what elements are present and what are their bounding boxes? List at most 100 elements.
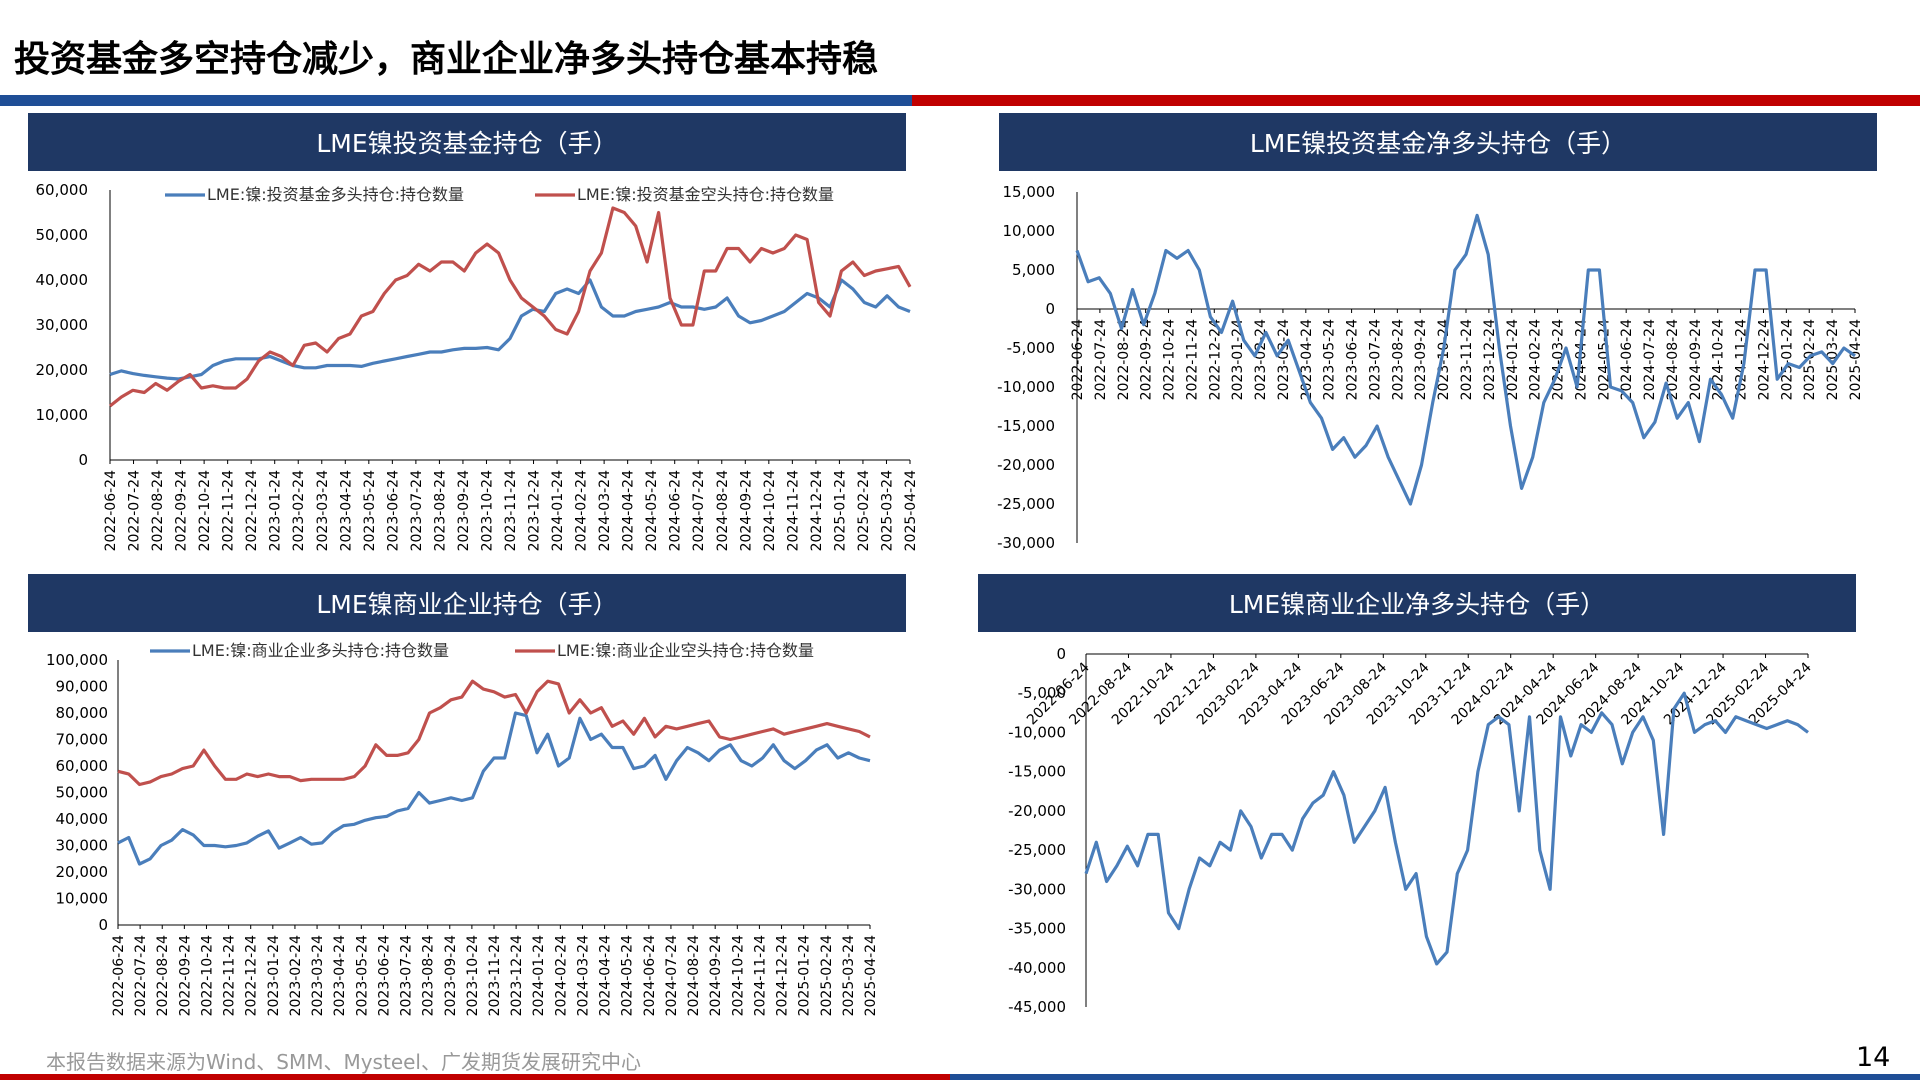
- x-tick-label-fund_net: 2023-08-24: [1390, 319, 1406, 400]
- y-tick-label-comm_net: -15,000: [1008, 763, 1066, 781]
- legend-label-fund-0: LME:镍:投资基金多头持仓:持仓数量: [207, 185, 464, 204]
- series-line-fund_net-0: [1075, 213, 1856, 506]
- y-tick-label-fund: 0: [78, 451, 88, 469]
- x-tick-label-fund_net: 2022-06-24: [1070, 319, 1086, 400]
- series-line-fund-0: [109, 278, 911, 381]
- chart-header-fund: LME镍投资基金持仓（手）: [28, 113, 906, 171]
- x-tick-label-comm: 2024-10-24: [730, 935, 746, 1016]
- chart-title-comm: LME镍商业企业持仓（手）: [316, 590, 618, 619]
- x-tick-label-fund_net: 2023-06-24: [1345, 319, 1361, 400]
- y-tick-label-fund: 50,000: [36, 226, 89, 244]
- y-tick-label-fund_net: 5,000: [1012, 261, 1055, 279]
- x-tick-label-comm: 2024-03-24: [575, 935, 591, 1016]
- x-tick-label-fund: 2023-10-24: [479, 470, 495, 551]
- chart-header-comm-net: LME镍商业企业净多头持仓（手）: [978, 574, 1856, 632]
- x-tick-label-fund: 2023-05-24: [362, 470, 378, 551]
- x-tick-label-fund: 2023-01-24: [268, 470, 284, 551]
- x-tick-label-fund_net: 2024-09-24: [1688, 319, 1704, 400]
- top-band: [0, 95, 1920, 106]
- x-tick-label-fund_net: 2022-09-24: [1139, 319, 1155, 400]
- x-tick-label-fund: 2023-08-24: [432, 470, 448, 551]
- y-tick-label-fund_net: -10,000: [997, 378, 1055, 396]
- y-tick-label-fund_net: -5,000: [1007, 339, 1055, 357]
- x-tick-label-comm: 2024-07-24: [664, 935, 680, 1016]
- x-tick-label-comm: 2022-07-24: [133, 935, 149, 1016]
- x-tick-label-comm: 2024-04-24: [598, 935, 614, 1016]
- x-tick-label-comm: 2024-06-24: [642, 935, 658, 1016]
- y-tick-label-comm_net: -5,000: [1018, 684, 1066, 702]
- x-tick-label-fund: 2022-10-24: [197, 470, 213, 551]
- x-tick-label-fund: 2024-03-24: [597, 470, 613, 551]
- page-title: 投资基金多空持仓减少，商业企业净多头持仓基本持稳: [14, 39, 879, 80]
- y-tick-label-fund_net: 15,000: [1003, 183, 1056, 201]
- chart-title-comm-net: LME镍商业企业净多头持仓（手）: [1228, 590, 1606, 619]
- x-tick-label-comm: 2023-03-24: [310, 935, 326, 1016]
- x-tick-label-fund_net: 2022-08-24: [1116, 319, 1132, 400]
- chart-header-comm: LME镍商业企业持仓（手）: [28, 574, 906, 632]
- y-tick-label-comm_net: -30,000: [1008, 880, 1066, 898]
- legend-label-comm-0: LME:镍:商业企业多头持仓:持仓数量: [192, 641, 449, 660]
- source-footer: 本报告数据来源为Wind、SMM、Mysteel、广发期货发展研究中心: [46, 1050, 641, 1074]
- y-tick-label-comm_net: -40,000: [1008, 959, 1066, 977]
- y-tick-label-comm: 0: [98, 916, 108, 934]
- y-tick-label-comm: 30,000: [56, 837, 109, 855]
- x-tick-label-fund_net: 2023-03-24: [1276, 319, 1292, 400]
- x-tick-label-comm: 2023-01-24: [266, 935, 282, 1016]
- x-tick-label-fund_net: 2023-10-24: [1436, 319, 1452, 400]
- x-tick-label-fund: 2025-02-24: [856, 470, 872, 551]
- x-tick-label-comm: 2022-09-24: [177, 935, 193, 1016]
- x-tick-label-fund: 2024-02-24: [574, 470, 590, 551]
- y-tick-label-comm_net: -10,000: [1008, 723, 1066, 741]
- x-tick-label-fund: 2023-09-24: [456, 470, 472, 551]
- x-tick-label-fund_net: 2024-07-24: [1642, 319, 1658, 400]
- x-tick-label-comm: 2025-04-24: [863, 935, 879, 1016]
- chart-title-fund-net: LME镍投资基金净多头持仓（手）: [1249, 129, 1627, 158]
- y-tick-label-fund: 60,000: [36, 181, 89, 199]
- x-tick-label-fund: 2023-12-24: [527, 470, 543, 551]
- x-tick-label-comm: 2023-05-24: [354, 935, 370, 1016]
- x-tick-label-fund_net: 2025-03-24: [1825, 319, 1841, 400]
- x-tick-label-fund: 2024-04-24: [621, 470, 637, 551]
- x-tick-label-comm: 2025-03-24: [841, 935, 857, 1016]
- x-tick-label-fund: 2025-04-24: [903, 470, 919, 551]
- y-tick-label-comm_net: 0: [1056, 645, 1066, 663]
- x-tick-label-fund: 2024-11-24: [785, 470, 801, 551]
- series-line-comm-1: [117, 679, 871, 787]
- x-tick-label-fund: 2022-09-24: [174, 470, 190, 551]
- x-tick-label-comm: 2022-08-24: [155, 935, 171, 1016]
- x-tick-label-fund_net: 2023-07-24: [1367, 319, 1383, 400]
- series-line-comm-0: [117, 711, 871, 866]
- x-tick-label-fund: 2023-02-24: [291, 470, 307, 551]
- x-tick-label-fund: 2025-03-24: [879, 470, 895, 551]
- x-tick-label-fund: 2023-11-24: [503, 470, 519, 551]
- x-tick-label-comm: 2025-01-24: [797, 935, 813, 1016]
- x-tick-label-fund_net: 2023-01-24: [1230, 319, 1246, 400]
- x-tick-label-comm: 2024-01-24: [531, 935, 547, 1016]
- y-tick-label-comm_net: -35,000: [1008, 920, 1066, 938]
- x-tick-label-fund_net: 2025-01-24: [1779, 319, 1795, 400]
- series-line-comm_net-0: [1084, 691, 1809, 966]
- series-line-fund-1: [109, 206, 912, 408]
- y-tick-label-comm_net: -45,000: [1008, 998, 1066, 1016]
- y-tick-label-comm: 10,000: [56, 890, 109, 908]
- x-tick-label-fund_net: 2022-11-24: [1184, 319, 1200, 400]
- y-tick-label-comm: 60,000: [56, 757, 109, 775]
- y-tick-label-fund: 10,000: [36, 406, 89, 424]
- x-tick-label-fund: 2022-06-24: [103, 470, 119, 551]
- page-number: 14: [1856, 1042, 1891, 1073]
- y-tick-label-fund_net: 0: [1045, 300, 1055, 318]
- x-tick-label-comm: 2022-11-24: [222, 935, 238, 1016]
- y-tick-label-comm: 70,000: [56, 731, 109, 749]
- y-tick-label-fund: 20,000: [36, 361, 89, 379]
- x-tick-label-fund: 2024-09-24: [738, 470, 754, 551]
- y-tick-label-comm: 80,000: [56, 704, 109, 722]
- x-tick-label-fund_net: 2022-10-24: [1162, 319, 1178, 400]
- x-tick-label-fund: 2024-10-24: [762, 470, 778, 551]
- x-tick-label-fund: 2022-08-24: [150, 470, 166, 551]
- x-tick-label-fund: 2025-01-24: [832, 470, 848, 551]
- chart-header-fund-net: LME镍投资基金净多头持仓（手）: [999, 113, 1877, 171]
- x-tick-label-comm: 2023-09-24: [443, 935, 459, 1016]
- x-tick-label-fund_net: 2024-03-24: [1551, 319, 1567, 400]
- x-tick-label-comm: 2023-02-24: [288, 935, 304, 1016]
